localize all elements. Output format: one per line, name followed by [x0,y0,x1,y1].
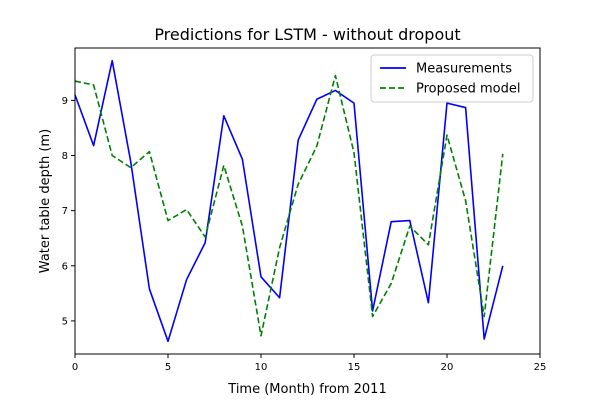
x-tick-label: 5 [165,362,171,373]
x-tick-label: 25 [534,362,547,373]
series-line-measurements [74,59,504,343]
series-line-proposed-model [74,74,504,337]
chart-title: Predictions for LSTM - without dropout [154,25,460,44]
series-lines [74,59,504,343]
x-axis-label: Time (Month) from 2011 [227,382,386,397]
y-tick-label: 8 [62,151,68,162]
x-tick-label: 10 [255,362,268,373]
legend-measurements-label: Measurements [416,62,512,77]
y-axis-ticks: 5 6 7 8 9 [62,96,75,327]
y-tick-label: 5 [62,316,68,327]
y-tick-label: 7 [62,206,68,217]
x-tick-label: 20 [441,362,454,373]
y-tick-label: 9 [62,96,68,107]
x-tick-label: 0 [72,362,78,373]
x-axis-ticks: 0 5 10 15 20 25 [72,354,547,373]
legend: Measurements Proposed model [370,54,534,103]
legend-box [370,54,534,103]
y-axis-label: Water table depth (m) [38,129,53,273]
legend-proposed-model-label: Proposed model [416,82,520,97]
x-tick-label: 15 [348,362,361,373]
axes-border [74,47,541,355]
y-tick-label: 6 [62,261,68,272]
